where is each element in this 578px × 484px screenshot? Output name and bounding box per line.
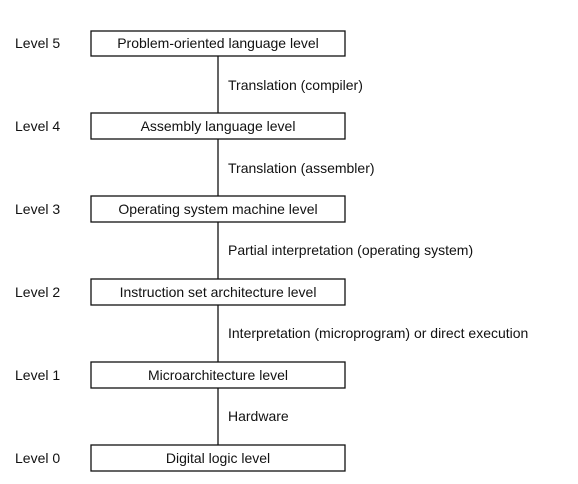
level-2-label: Level 2 xyxy=(15,284,60,300)
transition-5-4-label: Translation (compiler) xyxy=(228,77,363,93)
level-5-row: Level 5 Problem-oriented language level xyxy=(15,30,346,57)
level-3-row: Level 3 Operating system machine level xyxy=(15,195,346,223)
transition-4-3-label: Translation (assembler) xyxy=(228,160,375,176)
transition-3-2-label: Partial interpretation (operating system… xyxy=(228,242,473,258)
level-0-box-label: Digital logic level xyxy=(166,450,270,466)
level-2-box xyxy=(90,278,346,306)
level-1-box-label: Microarchitecture level xyxy=(148,367,288,383)
level-3-label: Level 3 xyxy=(15,201,60,217)
transition-2-1-label: Interpretation (microprogram) or direct … xyxy=(228,325,528,341)
level-2-row: Level 2 Instruction set architecture lev… xyxy=(15,278,346,306)
level-4-box xyxy=(90,112,346,140)
level-0-row: Level 0 Digital logic level xyxy=(15,444,346,472)
level-0-box xyxy=(90,444,346,472)
level-1-row: Level 1 Microarchitecture level xyxy=(15,361,346,389)
transition-1-0-label: Hardware xyxy=(228,408,289,424)
level-5-box-label: Problem-oriented language level xyxy=(117,35,319,51)
level-4-box-label: Assembly language level xyxy=(141,118,296,134)
level-4-row: Level 4 Assembly language level xyxy=(15,112,346,140)
level-4-label: Level 4 xyxy=(15,118,60,134)
level-3-box xyxy=(90,195,346,223)
level-3-box-label: Operating system machine level xyxy=(118,201,317,217)
level-5-label: Level 5 xyxy=(15,35,60,51)
level-2-box-label: Instruction set architecture level xyxy=(120,284,317,300)
level-5-box xyxy=(90,30,346,57)
level-1-label: Level 1 xyxy=(15,367,60,383)
level-0-label: Level 0 xyxy=(15,450,60,466)
level-1-box xyxy=(90,361,346,389)
